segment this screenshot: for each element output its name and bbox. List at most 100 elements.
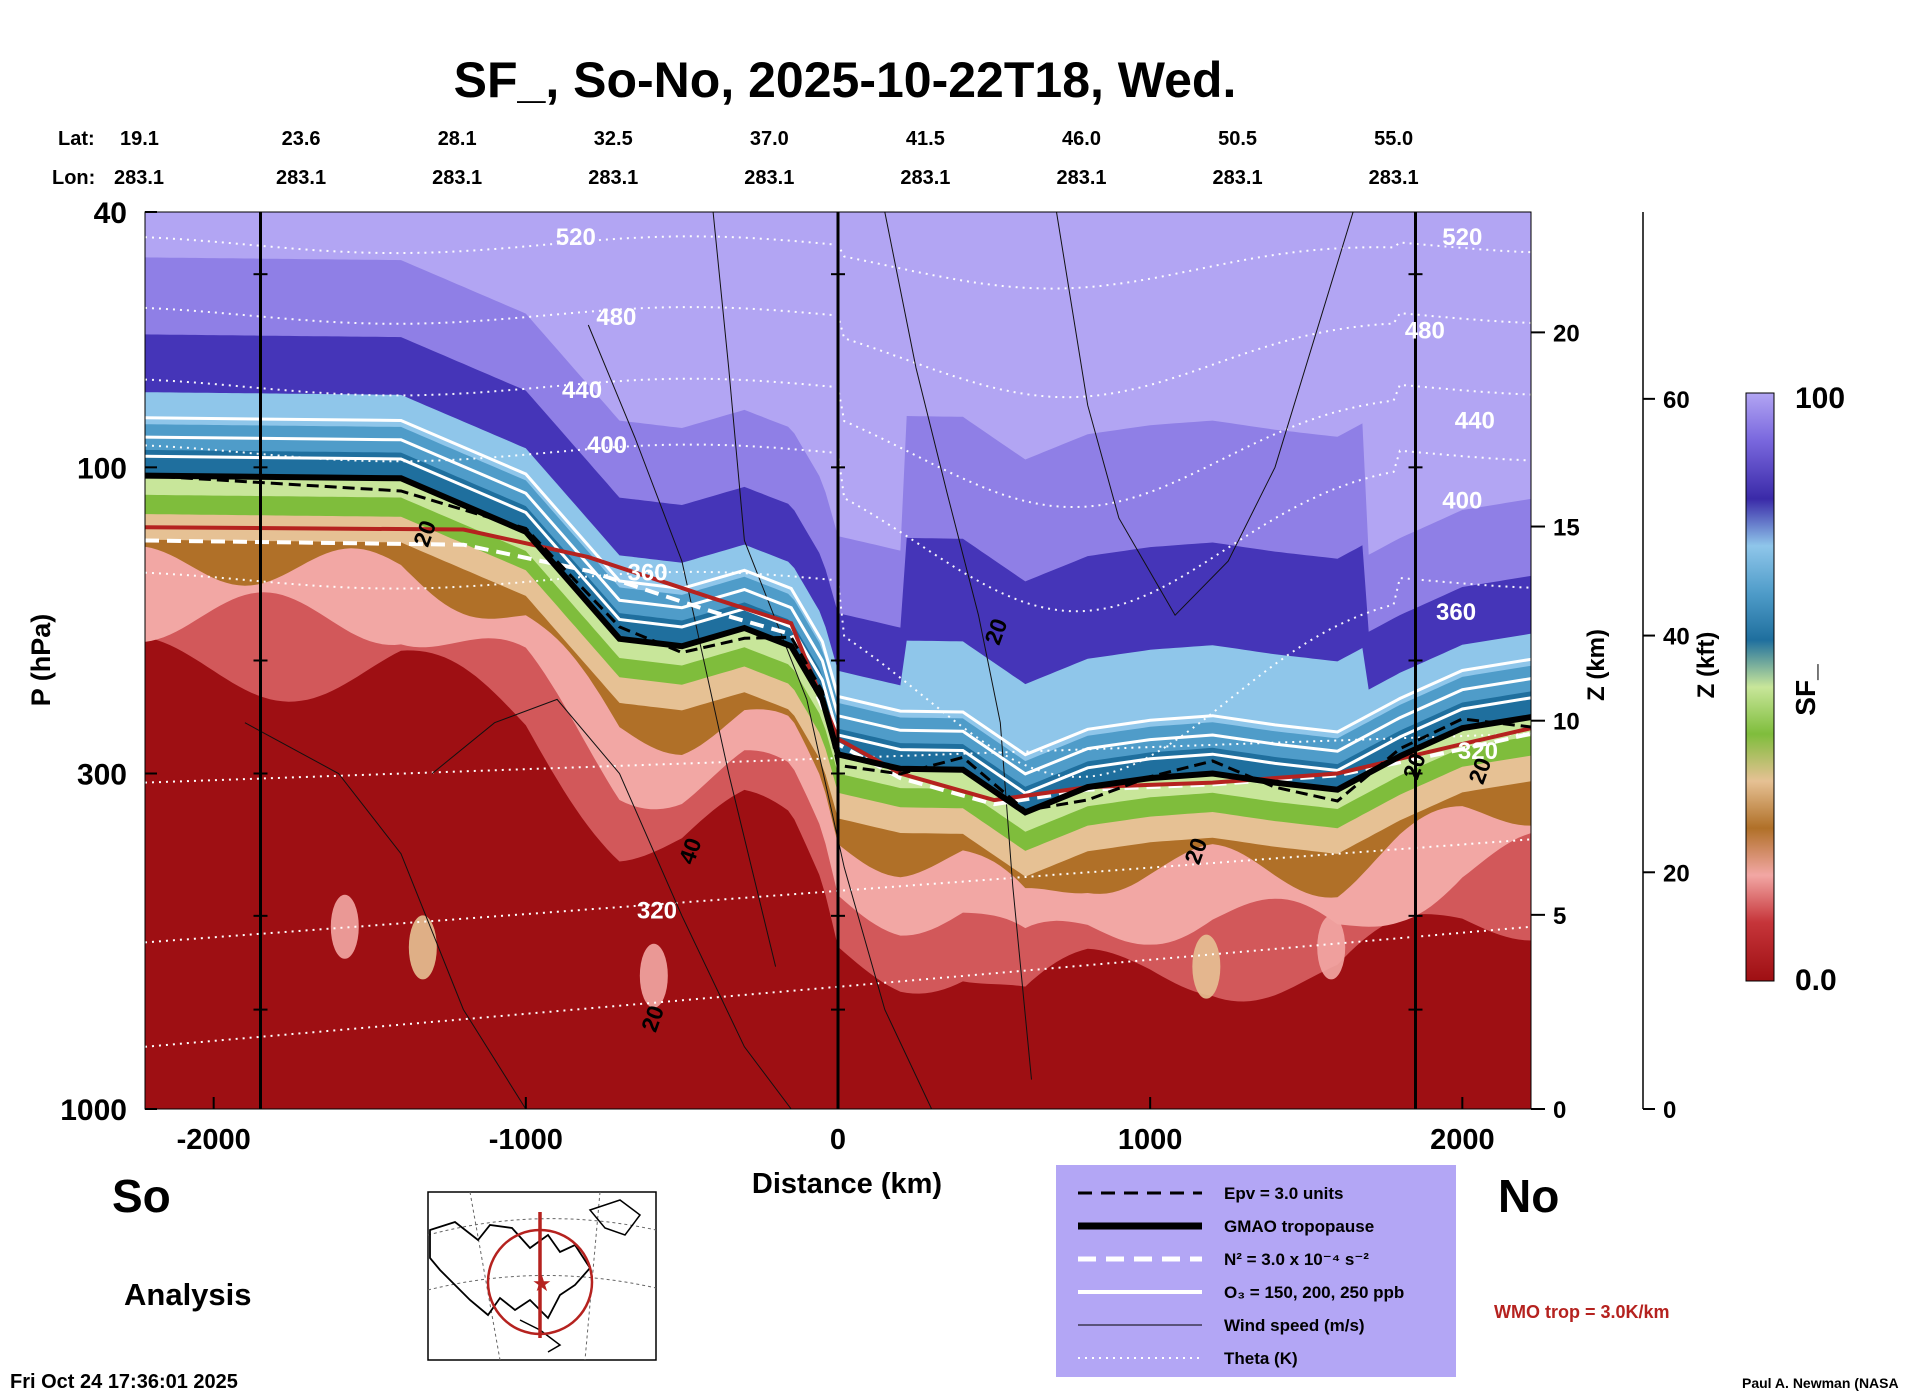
x-axis-label: Distance (km) [752,1168,942,1200]
legend-label: Wind speed (m/s) [1224,1316,1365,1335]
z-kft-axis-label: Z (kft) [1693,632,1720,699]
z-km-tick-label: 0 [1553,1097,1566,1124]
o3-contour [145,435,1531,776]
theta-label: 360 [1436,599,1476,626]
y-axis-label: P (hPa) [26,614,56,707]
z-km-tick-label: 10 [1553,709,1580,736]
lon-value: 283.1 [276,167,326,189]
legend-label: O₃ = 150, 200, 250 ppb [1224,1283,1404,1302]
lat-value: 19.1 [120,128,159,150]
north-label: No [1498,1170,1559,1222]
coastline [429,1220,592,1320]
gmao-tropopause-line [145,472,1531,816]
theta-label: 320 [1458,738,1498,765]
lon-value: 283.1 [900,167,950,189]
south-label: So [112,1170,171,1222]
lon-label: Lon: [52,167,95,189]
sf-plume [1317,915,1346,980]
epv-line [145,474,1531,813]
x-tick-label: 0 [830,1124,846,1156]
inset-map: ★ [427,1191,657,1361]
legend: Epv = 3.0 units GMAO tropopause N² = 3.0 x… [1056,1165,1456,1377]
legend-label: Epv = 3.0 units [1224,1184,1344,1203]
theta-label: 360 [628,559,668,586]
sf-plume [639,943,668,1008]
lat-lon-header: 19.1 23.6 28.1 32.5 37.0 41.5 46.0 50.5 55.0 283.… [114,128,1419,189]
lon-value: 283.1 [1213,167,1263,189]
sf-plume [330,894,359,959]
lat-value: 41.5 [906,128,945,150]
z-kft-tick-label: 60 [1663,387,1690,414]
theta-contour [145,925,1531,1048]
chart-title: SF_, So-No, 2025-10-22T18, Wed. [454,52,1237,108]
lon-value: 283.1 [432,167,482,189]
z-km-axis-label: Z (km) [1583,629,1610,701]
lat-value: 50.5 [1218,128,1257,150]
z-kft-tick-label: 0 [1663,1097,1676,1124]
lat-value: 32.5 [594,128,633,150]
timestamp: Fri Oct 24 17:36:01 2025 [10,1371,238,1393]
p-tick-label: 40 [94,197,127,230]
wind-contour [244,722,527,1109]
section-vertical-lines [253,212,1423,1109]
lon-value: 283.1 [744,167,794,189]
colorbar [1745,392,1775,982]
wind-contour [1056,212,1354,617]
o3-contour [145,454,1531,795]
z-km-tick-label: 15 [1553,515,1580,542]
legend-label: N² = 3.0 x 10⁻⁴ s⁻² [1224,1250,1369,1269]
z-km-tick-label: 20 [1553,320,1580,347]
analysis-label: Analysis [124,1277,252,1312]
lat-value: 23.6 [282,128,321,150]
x-tick-label: 2000 [1430,1124,1495,1156]
x-tick-label: 1000 [1118,1124,1183,1156]
z-kft-tick-label: 40 [1663,624,1690,651]
wind-contour [431,698,792,1109]
x-tick-label: -2000 [177,1124,251,1156]
legend-label: Theta (K) [1224,1349,1298,1368]
theta-label: 320 [637,898,677,925]
colorbar-min-label: 0.0 [1795,964,1837,997]
sf-plume [408,915,437,980]
theta-label: 400 [1442,488,1482,515]
lon-value: 283.1 [1369,167,1419,189]
theta-label: 520 [556,224,596,251]
lon-value: 283.1 [114,167,164,189]
lat-value: 28.1 [438,128,477,150]
plot-field: 520 5204804804404404004003603603203202020… [145,212,1531,1109]
x-tick-label: -1000 [489,1124,563,1156]
lat-value: 37.0 [750,128,789,150]
wmo-note: WMO trop = 3.0K/km [1494,1302,1670,1322]
colorbar-max-label: 100 [1795,382,1845,415]
z-kft-tick-label: 20 [1663,860,1690,887]
theta-label: 440 [562,377,602,404]
legend-box [1056,1165,1456,1377]
wind-contour [587,324,777,967]
theta-label: 520 [1442,224,1482,251]
o3-contour [145,416,1531,757]
wind-contour [712,212,933,1109]
tropopause-lines [145,416,1531,816]
theta-label: 400 [587,432,627,459]
axes: -2000 -1000 0 1000 2000 40 100 300 1000 0 5 10 15 20 0… [60,197,1689,1156]
legend-label: GMAO tropopause [1224,1217,1374,1236]
n2-line [145,538,1531,807]
lon-value: 283.1 [588,167,638,189]
svg-text:★: ★ [532,1271,552,1296]
p-tick-label: 300 [77,758,127,791]
theta-label: 440 [1455,408,1495,435]
theta-label: 480 [1405,318,1445,345]
sf-plume [1192,934,1221,999]
credit: Paul A. Newman (NASA [1742,1375,1899,1391]
wind-contours [244,212,1354,1109]
p-tick-label: 1000 [60,1094,127,1127]
theta-label: 480 [596,304,636,331]
z-km-tick-label: 5 [1553,903,1566,930]
lat-value: 55.0 [1374,128,1413,150]
wind-contour [884,212,1032,1080]
p-tick-label: 100 [77,452,127,485]
lon-value: 283.1 [1056,167,1106,189]
lat-label: Lat: [58,128,95,150]
